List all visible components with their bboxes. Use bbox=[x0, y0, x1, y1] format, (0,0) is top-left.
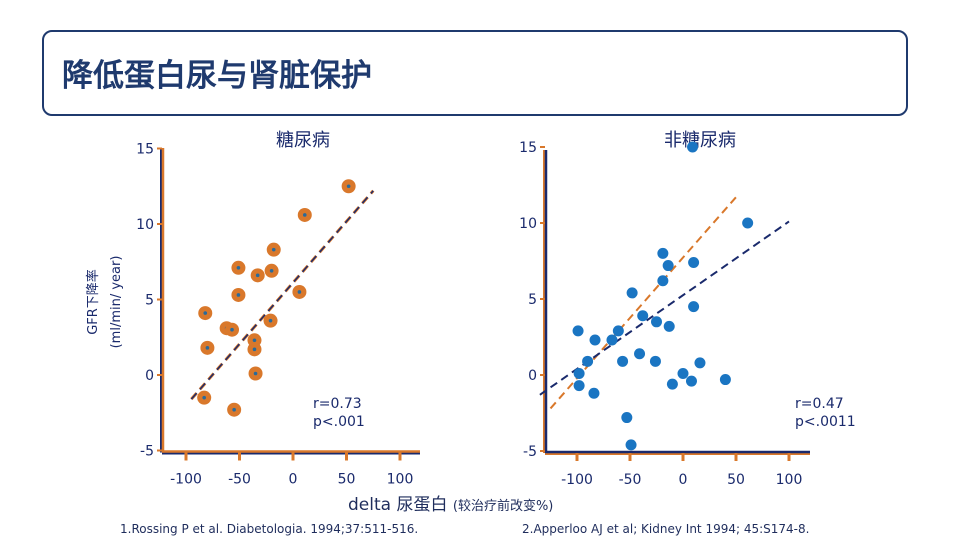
x-tick-label: 50 bbox=[727, 472, 745, 488]
data-point bbox=[637, 310, 649, 322]
data-point bbox=[588, 387, 600, 399]
data-point bbox=[663, 320, 675, 332]
y-tick-label: 5 bbox=[145, 293, 154, 309]
data-point-center bbox=[252, 347, 257, 352]
x-tick-label: -100 bbox=[561, 472, 593, 488]
stat-annotation: r=0.47 bbox=[795, 396, 844, 412]
y-tick-label: 10 bbox=[136, 217, 154, 233]
reference-1: 1.Rossing P et al. Diabetologia. 1994;37… bbox=[120, 522, 419, 536]
data-point-center bbox=[232, 407, 236, 412]
fit-line-navy bbox=[539, 220, 790, 396]
data-point-center bbox=[205, 346, 210, 350]
data-point bbox=[662, 260, 674, 272]
y-tick-label: -5 bbox=[140, 444, 154, 460]
data-point bbox=[621, 412, 633, 424]
data-point bbox=[666, 378, 678, 390]
data-point bbox=[657, 247, 669, 259]
stat-annotation: p<.001 bbox=[313, 414, 365, 430]
title-box: 降低蛋白尿与肾脏保护 bbox=[42, 30, 908, 116]
data-point-center bbox=[346, 184, 351, 189]
data-point bbox=[685, 375, 697, 387]
data-point bbox=[651, 316, 662, 328]
chart-title: 非糖尿病 bbox=[664, 130, 736, 151]
data-point-center bbox=[297, 290, 302, 294]
stat-annotation: r=0.73 bbox=[313, 396, 362, 412]
data-point bbox=[719, 374, 731, 386]
x-tick-label: 0 bbox=[289, 472, 298, 488]
x-axis-label-sub: (较治疗前改变%) bbox=[452, 499, 554, 514]
data-point bbox=[582, 355, 594, 367]
y-tick-label: -5 bbox=[523, 444, 537, 460]
data-point bbox=[634, 348, 646, 360]
data-point-center bbox=[236, 293, 241, 297]
data-point-center bbox=[236, 265, 241, 270]
data-point-center bbox=[253, 371, 258, 376]
data-point bbox=[694, 357, 706, 369]
y-tick-label: 0 bbox=[528, 368, 537, 384]
x-tick-label: -50 bbox=[228, 472, 251, 488]
data-point bbox=[625, 439, 637, 451]
y-tick-label: 15 bbox=[136, 142, 154, 158]
data-point bbox=[657, 275, 669, 287]
y-tick-label: 10 bbox=[519, 216, 537, 232]
data-point-center bbox=[302, 213, 307, 217]
data-point bbox=[572, 325, 584, 337]
x-tick-label: 0 bbox=[679, 472, 688, 488]
y-tick-label: 15 bbox=[519, 140, 537, 156]
data-point bbox=[589, 334, 601, 346]
data-point bbox=[612, 325, 624, 337]
x-axis-label-main: delta 尿蛋白 bbox=[348, 495, 448, 515]
stat-annotation: p<.0011 bbox=[795, 414, 856, 430]
x-axis-label: delta 尿蛋白 (较治疗前改变%) bbox=[348, 490, 553, 515]
data-point bbox=[649, 355, 661, 367]
page-title: 降低蛋白尿与肾脏保护 bbox=[62, 58, 372, 94]
x-tick-label: 100 bbox=[776, 472, 803, 488]
data-point bbox=[742, 217, 754, 229]
data-point-center bbox=[268, 318, 273, 323]
fit-line-navy bbox=[190, 190, 374, 400]
data-point bbox=[677, 367, 689, 379]
x-tick-label: -100 bbox=[170, 472, 202, 488]
x-tick-label: 100 bbox=[387, 472, 414, 488]
data-point bbox=[573, 380, 585, 392]
data-point bbox=[626, 287, 638, 299]
y-tick-label: 5 bbox=[528, 292, 537, 308]
data-point-center bbox=[203, 311, 208, 315]
y-axis-label-units: (ml/min/ year) bbox=[109, 256, 124, 349]
data-point bbox=[606, 334, 618, 346]
data-point bbox=[617, 355, 629, 367]
x-tick-label: -50 bbox=[619, 472, 642, 488]
chart-title: 糖尿病 bbox=[276, 130, 330, 151]
y-axis-label: GFR下降率 bbox=[85, 269, 101, 335]
x-tick-label: 50 bbox=[338, 472, 356, 488]
data-point bbox=[688, 257, 700, 269]
data-point-center bbox=[269, 269, 274, 273]
reference-2: 2.Apperloo AJ et al; Kidney Int 1994; 45… bbox=[522, 522, 810, 536]
y-tick-label: 0 bbox=[145, 368, 154, 384]
data-point-center bbox=[230, 327, 234, 332]
data-point-center bbox=[202, 395, 206, 400]
data-point bbox=[687, 141, 699, 153]
data-point bbox=[573, 367, 585, 379]
data-point bbox=[688, 301, 700, 313]
data-point-center bbox=[271, 247, 276, 252]
data-point-center bbox=[252, 338, 257, 343]
data-point-center bbox=[255, 273, 260, 278]
